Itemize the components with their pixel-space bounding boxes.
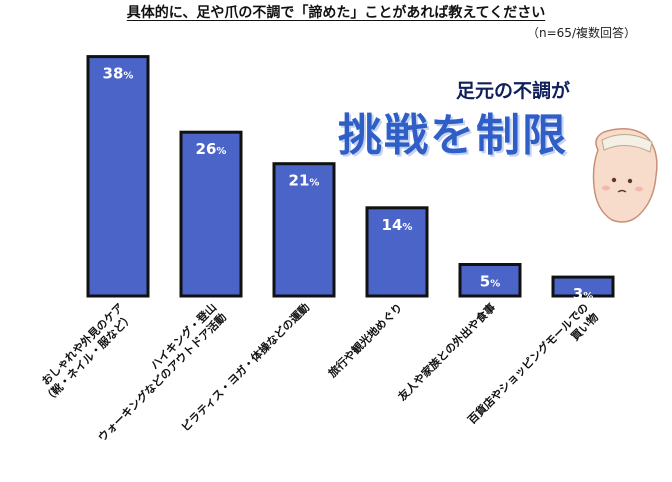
headline-subtitle: 足元の不調が <box>456 80 571 102</box>
value-label-1: 26% <box>196 140 227 158</box>
bar-0 <box>86 55 150 298</box>
chart-title: 具体的に、足や爪の不調で「諦めた」ことがあれば教えてください <box>126 5 546 21</box>
bar-4 <box>458 263 522 298</box>
sample-note: （n=65/複数回答） <box>527 26 636 40</box>
value-label-3: 14% <box>382 216 413 234</box>
category-label-0: おしゃれや外見のケア（靴・ネイル・服など） <box>31 300 136 405</box>
category-labels-group: おしゃれや外見のケア（靴・ネイル・服など） ハイキング・登山ウォーキングなどのアウ… <box>31 300 601 444</box>
value-label-0: 38% <box>103 65 134 83</box>
value-labels-group: 38% 26% 21% 14% 5% 3% <box>103 65 594 304</box>
bar-1 <box>179 130 243 298</box>
bars-group <box>86 55 615 298</box>
foot-mascot-illustration <box>592 128 658 223</box>
category-label-3: 旅行や観光地めぐり <box>325 300 405 380</box>
bar-5 <box>551 275 615 298</box>
value-label-2: 21% <box>289 172 320 190</box>
value-label-4: 5% <box>480 273 500 291</box>
value-label-5: 3% <box>573 285 593 303</box>
headline-main: 挑戦を制限 <box>338 110 568 161</box>
category-label-4: 友人や家族との外出や食事 <box>395 300 498 403</box>
bar-2 <box>272 162 336 298</box>
bar-3 <box>365 206 429 298</box>
